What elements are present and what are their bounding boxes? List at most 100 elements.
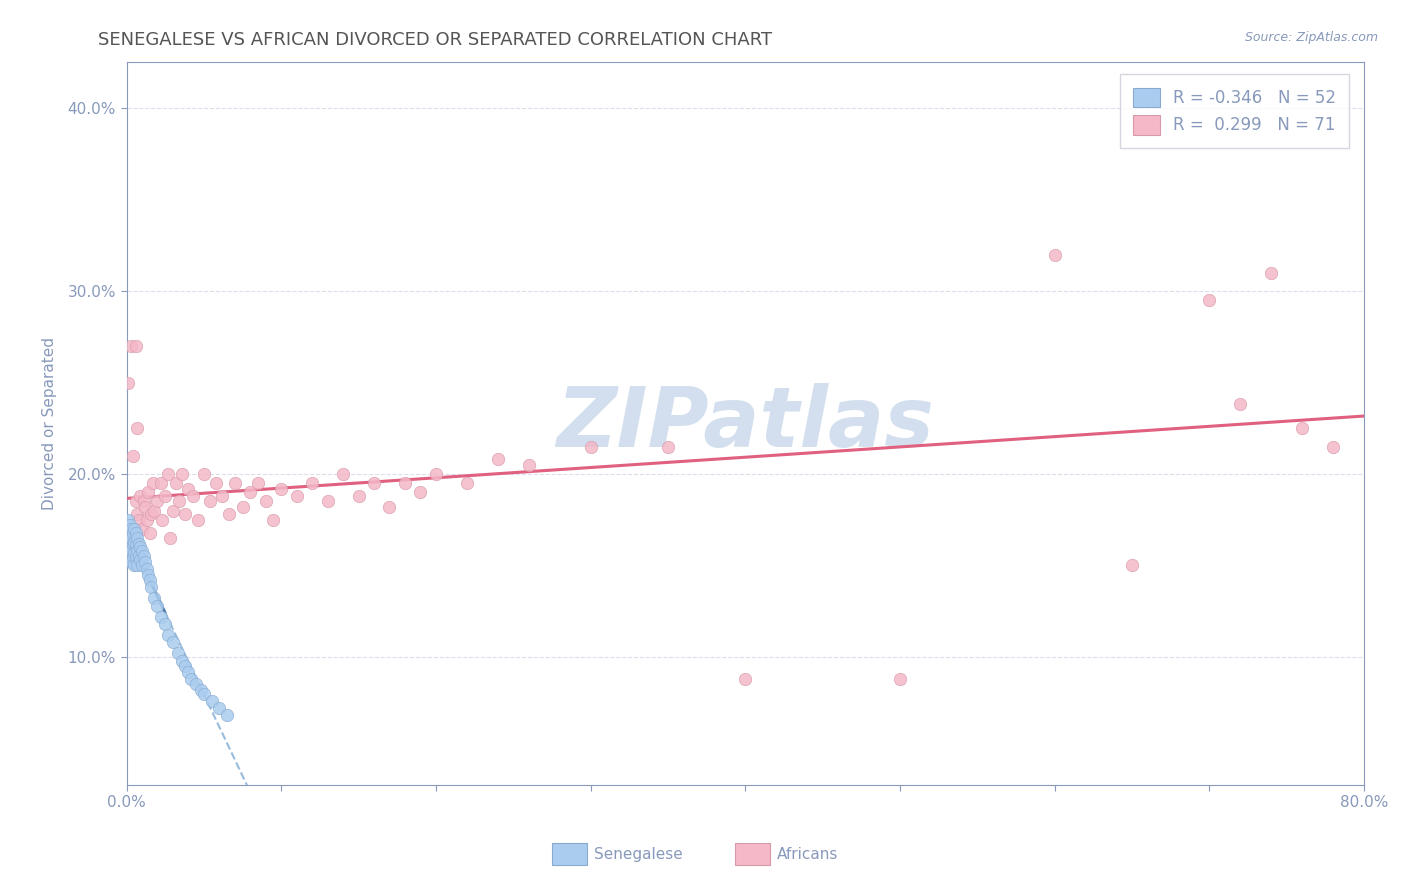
Text: ZIPatlas: ZIPatlas: [557, 384, 934, 464]
Legend: R = -0.346   N = 52, R =  0.299   N = 71: R = -0.346 N = 52, R = 0.299 N = 71: [1119, 74, 1350, 148]
Point: [166, 646, 188, 660]
Point: [128, 549, 150, 564]
Point: [247, 476, 270, 491]
Point: [180, 672, 202, 686]
Point: [347, 489, 370, 503]
Point: [131, 544, 153, 558]
Point: [127, 558, 149, 573]
Point: [128, 536, 150, 550]
Text: SENEGALESE VS AFRICAN DIVORCED OR SEPARATED CORRELATION CHART: SENEGALESE VS AFRICAN DIVORCED OR SEPARA…: [98, 31, 772, 49]
Point: [162, 503, 184, 517]
Point: [316, 494, 339, 508]
Point: [143, 503, 166, 517]
Point: [177, 665, 200, 679]
Point: [190, 682, 212, 697]
Point: [231, 500, 253, 514]
Point: [124, 534, 146, 549]
Point: [239, 485, 262, 500]
Point: [141, 508, 163, 522]
Point: [120, 531, 142, 545]
Point: [456, 476, 478, 491]
Point: [378, 500, 401, 514]
Point: [217, 708, 239, 723]
Point: [138, 573, 160, 587]
Point: [121, 536, 143, 550]
Point: [118, 518, 141, 533]
Point: [270, 482, 292, 496]
Point: [211, 489, 233, 503]
Point: [146, 599, 169, 613]
Point: [125, 494, 148, 508]
Point: [153, 489, 177, 503]
Point: [141, 581, 163, 595]
Point: [129, 540, 152, 554]
Point: [121, 549, 143, 564]
Y-axis label: Divorced or Separated: Divorced or Separated: [42, 337, 56, 510]
Point: [136, 485, 159, 500]
Point: [172, 467, 194, 481]
Point: [150, 513, 173, 527]
Point: [135, 562, 157, 576]
Point: [187, 513, 209, 527]
Point: [118, 540, 141, 554]
Point: [117, 513, 139, 527]
Point: [129, 489, 152, 503]
Point: [205, 476, 228, 491]
Point: [218, 508, 240, 522]
Point: [127, 531, 149, 545]
Point: [363, 476, 385, 491]
Point: [125, 339, 148, 353]
Text: Senegalese: Senegalese: [593, 847, 683, 862]
Point: [174, 508, 197, 522]
Point: [134, 555, 156, 569]
Point: [143, 591, 166, 606]
Point: [889, 672, 911, 686]
Point: [117, 376, 139, 390]
Point: [118, 531, 141, 545]
Point: [262, 513, 284, 527]
Point: [142, 476, 165, 491]
Point: [117, 536, 139, 550]
Point: [153, 617, 177, 632]
Point: [135, 513, 157, 527]
Point: [734, 672, 756, 686]
Point: [128, 513, 150, 527]
Point: [657, 440, 679, 454]
Point: [120, 555, 142, 569]
Point: [132, 494, 155, 508]
Point: [162, 635, 184, 649]
Point: [486, 452, 509, 467]
Point: [149, 476, 172, 491]
Point: [394, 476, 416, 491]
Point: [136, 567, 159, 582]
Point: [177, 482, 200, 496]
Point: [208, 701, 231, 715]
Point: [117, 525, 139, 540]
Point: [159, 531, 181, 545]
Point: [127, 508, 149, 522]
Point: [198, 494, 221, 508]
Point: [132, 549, 155, 564]
Point: [120, 544, 142, 558]
Text: Source: ZipAtlas.com: Source: ZipAtlas.com: [1244, 31, 1378, 45]
Point: [157, 467, 180, 481]
Point: [1229, 397, 1251, 411]
Text: Africans: Africans: [776, 847, 838, 862]
Point: [193, 686, 215, 700]
Point: [254, 494, 277, 508]
Point: [174, 659, 197, 673]
Point: [138, 525, 160, 540]
Point: [121, 525, 143, 540]
Point: [120, 522, 142, 536]
Point: [127, 544, 149, 558]
Point: [124, 546, 146, 560]
Point: [224, 476, 246, 491]
Point: [332, 467, 354, 481]
Point: [127, 421, 149, 435]
Point: [1121, 558, 1143, 573]
Point: [1043, 247, 1066, 261]
Point: [517, 458, 540, 472]
Point: [131, 522, 153, 536]
Point: [186, 677, 208, 691]
Point: [146, 494, 169, 508]
